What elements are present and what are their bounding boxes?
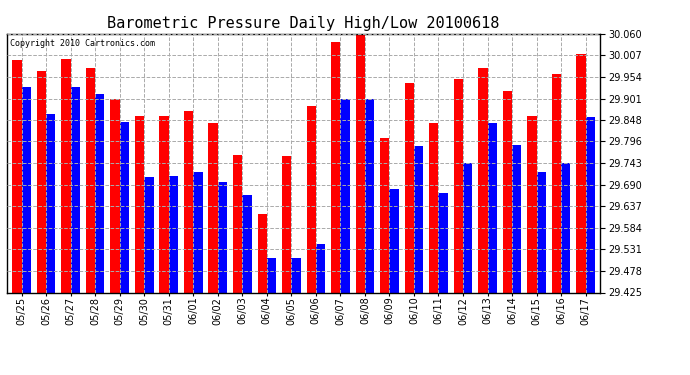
Bar (537, 172, 546, 292)
Bar (144, 177, 154, 292)
Bar (61, 59, 70, 292)
Bar (438, 194, 448, 292)
Bar (331, 42, 340, 292)
Bar (257, 214, 267, 292)
Bar (184, 111, 193, 292)
Bar (242, 195, 252, 292)
Bar (70, 87, 80, 292)
Bar (463, 164, 472, 292)
Bar (46, 114, 55, 292)
Bar (488, 123, 497, 292)
Bar (37, 71, 46, 292)
Bar (503, 91, 512, 292)
Bar (340, 99, 350, 292)
Bar (282, 156, 291, 292)
Bar (208, 123, 218, 292)
Bar (193, 172, 203, 292)
Title: Barometric Pressure Daily High/Low 20100618: Barometric Pressure Daily High/Low 20100… (108, 16, 500, 31)
Bar (355, 34, 365, 292)
Bar (576, 54, 586, 292)
Bar (291, 258, 301, 292)
Bar (365, 99, 374, 292)
Bar (218, 183, 227, 292)
Bar (527, 116, 537, 292)
Bar (267, 258, 276, 292)
Bar (453, 79, 463, 292)
Bar (429, 123, 438, 292)
Bar (552, 75, 561, 292)
Bar (561, 164, 571, 292)
Bar (233, 155, 242, 292)
Bar (159, 116, 169, 292)
Bar (12, 60, 21, 292)
Bar (119, 122, 129, 292)
Bar (21, 87, 31, 292)
Bar (110, 99, 119, 292)
Bar (380, 138, 389, 292)
Bar (316, 244, 325, 292)
Bar (306, 106, 316, 292)
Bar (86, 68, 95, 292)
Bar (135, 116, 144, 292)
Bar (512, 145, 522, 292)
Bar (169, 176, 178, 292)
Bar (478, 68, 488, 292)
Text: Copyright 2010 Cartronics.com: Copyright 2010 Cartronics.com (10, 39, 155, 48)
Bar (414, 146, 423, 292)
Bar (404, 82, 414, 292)
Bar (95, 94, 104, 292)
Bar (586, 117, 595, 292)
Bar (389, 189, 399, 292)
